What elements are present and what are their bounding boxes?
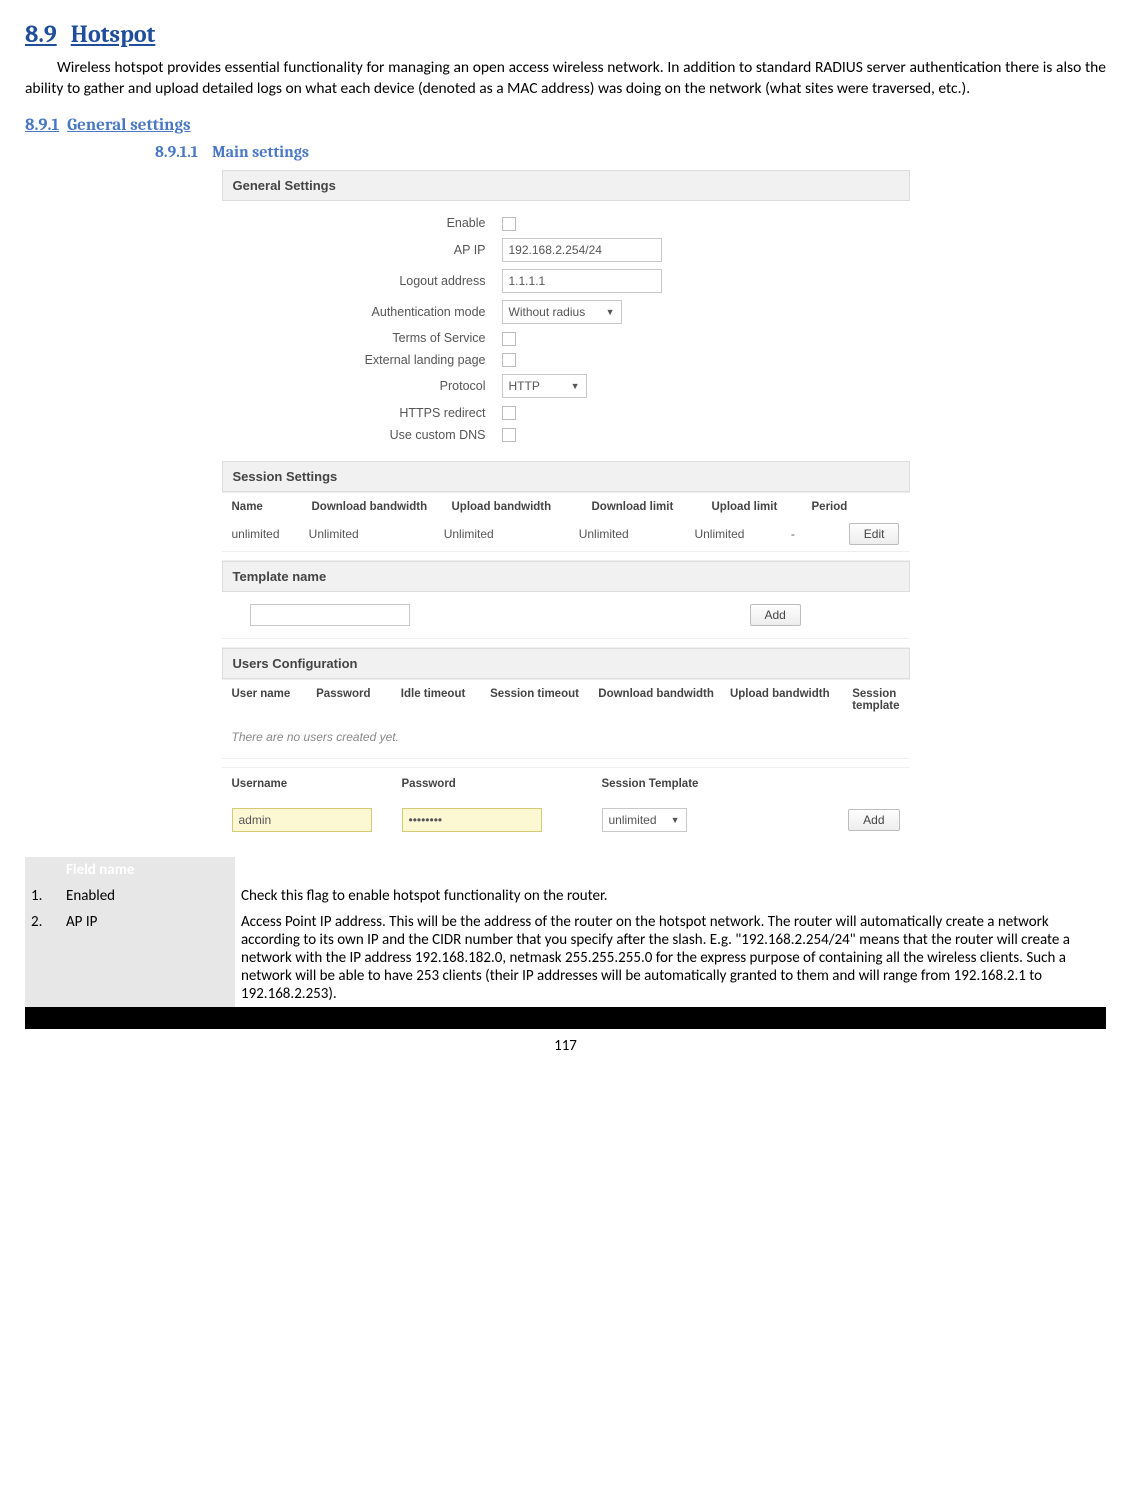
- cell-period: -: [791, 527, 849, 541]
- landing-label: External landing page: [222, 353, 502, 367]
- template-name-header: Template name: [222, 561, 910, 592]
- https-checkbox[interactable]: [502, 406, 516, 420]
- col-dlbw: Download bandwidth: [598, 688, 730, 712]
- cell-name: unlimited: [232, 527, 309, 541]
- col-dlbw: Download bandwidth: [312, 501, 452, 513]
- add-template-select[interactable]: unlimited ▼: [602, 808, 687, 832]
- apip-input[interactable]: 192.168.2.254/24: [502, 238, 662, 262]
- cell-dlbw: Unlimited: [309, 527, 444, 541]
- general-settings-form: Enable AP IP 192.168.2.254/24 Logout add…: [222, 201, 910, 461]
- intro-paragraph: Wireless hotspot provides essential func…: [25, 58, 1106, 100]
- https-label: HTTPS redirect: [222, 406, 502, 420]
- edit-button[interactable]: Edit: [849, 523, 900, 545]
- template-add-row: Add: [222, 592, 910, 638]
- footer-bar: [25, 1007, 1106, 1029]
- divider: [222, 551, 910, 561]
- add-password-input[interactable]: ••••••••: [402, 808, 542, 832]
- col-sess: Session timeout: [490, 688, 598, 712]
- add-username-input[interactable]: admin: [232, 808, 372, 832]
- cell-field: AP IP: [60, 909, 235, 1007]
- cell-num: 2.: [25, 909, 60, 1007]
- landing-checkbox[interactable]: [502, 353, 516, 367]
- header-field: Field name: [60, 857, 235, 883]
- enable-label: Enable: [222, 216, 502, 230]
- cell-num: 1.: [25, 883, 60, 909]
- dns-checkbox[interactable]: [502, 428, 516, 442]
- cell-desc: Check this flag to enable hotspot functi…: [235, 883, 1106, 909]
- proto-select[interactable]: HTTP ▼: [502, 374, 587, 398]
- enable-checkbox[interactable]: [502, 217, 516, 231]
- tos-label: Terms of Service: [222, 331, 502, 345]
- dns-label: Use custom DNS: [222, 428, 502, 442]
- subsubsection-heading: 8.9.1.1 Main settings: [155, 143, 1106, 161]
- authmode-label: Authentication mode: [222, 305, 502, 319]
- add-username-label: Username: [232, 778, 402, 798]
- add-template-label: Session Template: [602, 778, 772, 798]
- header-desc: Explanation: [235, 857, 1106, 883]
- add-template-value: unlimited: [609, 813, 657, 827]
- col-ulbw: Upload bandwidth: [452, 501, 592, 513]
- authmode-value: Without radius: [509, 305, 586, 319]
- template-name-input[interactable]: [250, 604, 410, 626]
- col-idle: Idle timeout: [401, 688, 490, 712]
- divider: [222, 638, 910, 648]
- col-name: Name: [232, 501, 312, 513]
- tos-checkbox[interactable]: [502, 332, 516, 346]
- authmode-select[interactable]: Without radius ▼: [502, 300, 622, 324]
- apip-label: AP IP: [222, 243, 502, 257]
- cell-ull: Unlimited: [694, 527, 790, 541]
- chevron-down-icon: ▼: [606, 307, 615, 317]
- session-table-row: unlimited Unlimited Unlimited Unlimited …: [222, 517, 910, 551]
- cell-field: Enabled: [60, 883, 235, 909]
- table-row: 2.AP IPAccess Point IP address. This wil…: [25, 909, 1106, 1007]
- col-ull: Upload limit: [712, 501, 812, 513]
- general-settings-header: General Settings: [222, 170, 910, 201]
- page-number: 117: [25, 1037, 1106, 1055]
- subsubsection-title: Main settings: [212, 143, 309, 161]
- cell-dll: Unlimited: [579, 527, 695, 541]
- section-title: Hotspot: [71, 20, 156, 48]
- session-settings-header: Session Settings: [222, 461, 910, 492]
- add-user-button[interactable]: Add: [848, 809, 899, 831]
- divider: [222, 758, 910, 768]
- col-user: User name: [232, 688, 317, 712]
- session-table-header: Name Download bandwidth Upload bandwidth…: [222, 492, 910, 517]
- field-description-table: Field name Explanation 1.EnabledCheck th…: [25, 857, 1106, 1007]
- cell-desc: Access Point IP address. This will be th…: [235, 909, 1106, 1007]
- col-ulbw: Upload bandwidth: [730, 688, 852, 712]
- logout-input[interactable]: 1.1.1.1: [502, 269, 662, 293]
- section-number: 8.9: [25, 20, 57, 48]
- col-pass: Password: [316, 688, 401, 712]
- col-period: Period: [812, 501, 872, 513]
- chevron-down-icon: ▼: [571, 381, 580, 391]
- users-config-header: Users Configuration: [222, 648, 910, 679]
- proto-label: Protocol: [222, 379, 502, 393]
- users-table-header: User name Password Idle timeout Session …: [222, 679, 910, 716]
- table-row: 1.EnabledCheck this flag to enable hotsp…: [25, 883, 1106, 909]
- section-heading: 8.9 Hotspot: [25, 20, 1106, 48]
- subsection-number: 8.9.1: [25, 116, 59, 135]
- add-password-label: Password: [402, 778, 602, 798]
- chevron-down-icon: ▼: [671, 815, 680, 825]
- config-screenshot: General Settings Enable AP IP 192.168.2.…: [221, 169, 911, 843]
- template-add-button[interactable]: Add: [750, 604, 801, 626]
- logout-label: Logout address: [222, 274, 502, 288]
- col-tmpl: Session template: [852, 688, 899, 712]
- proto-value: HTTP: [509, 379, 540, 393]
- header-num: [25, 857, 60, 883]
- subsection-title: General settings: [67, 116, 190, 135]
- cell-ulbw: Unlimited: [444, 527, 579, 541]
- add-user-row: admin •••••••• unlimited ▼ Add: [222, 798, 910, 842]
- subsubsection-number: 8.9.1.1: [155, 143, 198, 161]
- col-dll: Download limit: [592, 501, 712, 513]
- table-header-row: Field name Explanation: [25, 857, 1106, 883]
- subsection-heading: 8.9.1 General settings: [25, 116, 1106, 135]
- add-user-header: Username Password Session Template: [222, 768, 910, 798]
- users-empty-message: There are no users created yet.: [222, 716, 910, 758]
